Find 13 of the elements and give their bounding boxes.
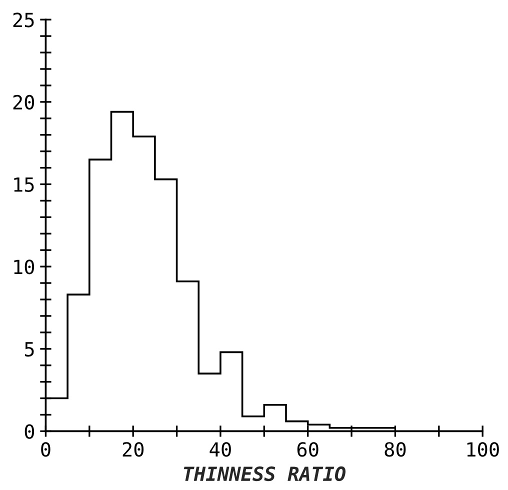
y-tick-label: 0 [24,424,34,439]
x-axis-title: THINNESS RATIO [184,466,346,482]
x-tick-label: 60 [297,442,318,457]
x-tick-label: 20 [122,442,144,457]
x-tick-label: 80 [384,442,406,457]
x-tick-label: 100 [467,442,499,457]
y-tick-label: 10 [14,260,34,274]
y-tick-label: 15 [14,178,34,192]
y-tick-label: 5 [24,342,34,357]
x-tick-label: 40 [210,442,231,457]
y-tick-label: 25 [13,12,34,28]
y-tick-label: 20 [13,94,34,110]
x-tick-label: 0 [41,442,50,457]
